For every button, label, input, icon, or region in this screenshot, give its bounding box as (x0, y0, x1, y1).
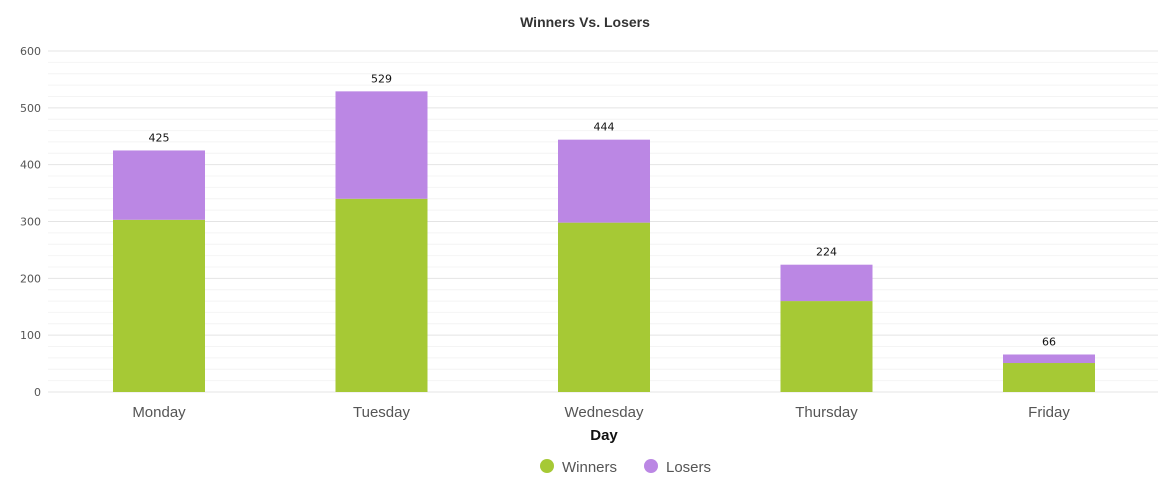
data-labels: 425 529 444 224 66 (149, 72, 1057, 348)
bar-winners-friday[interactable] (1003, 363, 1095, 392)
chart-title: Winners Vs. Losers (520, 14, 650, 30)
y-tick-label: 300 (20, 216, 41, 229)
total-data-label: 529 (371, 72, 392, 85)
x-tick-label: Wednesday (565, 404, 644, 421)
legend-label: Losers (666, 459, 711, 476)
total-data-label: 444 (594, 121, 615, 134)
x-tick-label: Friday (1028, 404, 1070, 421)
legend: Winners Losers (540, 459, 711, 476)
bar-losers-wednesday[interactable] (558, 139, 650, 223)
bar-losers-monday[interactable] (113, 150, 205, 220)
total-data-label: 425 (149, 131, 170, 144)
legend-item-winners[interactable]: Winners (540, 459, 617, 476)
legend-swatch (540, 459, 554, 473)
y-tick-label: 0 (34, 386, 41, 399)
legend-item-losers[interactable]: Losers (644, 459, 711, 476)
bar-losers-thursday[interactable] (780, 264, 873, 302)
x-axis-ticks: Monday Tuesday Wednesday Thursday Friday (132, 404, 1070, 421)
legend-swatch (644, 459, 658, 473)
x-tick-label: Thursday (795, 404, 858, 421)
bar-winners-wednesday[interactable] (558, 222, 650, 392)
y-tick-label: 600 (20, 45, 41, 58)
y-tick-label: 500 (20, 102, 41, 115)
bar-losers-friday[interactable] (1003, 354, 1095, 364)
legend-label: Winners (562, 459, 617, 476)
total-data-label: 224 (816, 246, 837, 259)
x-axis-title: Day (590, 427, 618, 444)
bar-winners-tuesday[interactable] (335, 198, 428, 392)
bar-winners-thursday[interactable] (780, 301, 873, 392)
x-tick-label: Monday (132, 404, 186, 421)
y-axis-ticks: 0 100 200 300 400 500 600 (20, 45, 41, 399)
y-tick-label: 200 (20, 272, 41, 285)
total-data-label: 66 (1042, 335, 1056, 348)
y-tick-label: 400 (20, 159, 41, 172)
bar-winners-monday[interactable] (113, 219, 205, 392)
y-tick-label: 100 (20, 329, 41, 342)
x-tick-label: Tuesday (353, 404, 410, 421)
bar-losers-tuesday[interactable] (335, 91, 428, 199)
bars (113, 91, 1095, 392)
